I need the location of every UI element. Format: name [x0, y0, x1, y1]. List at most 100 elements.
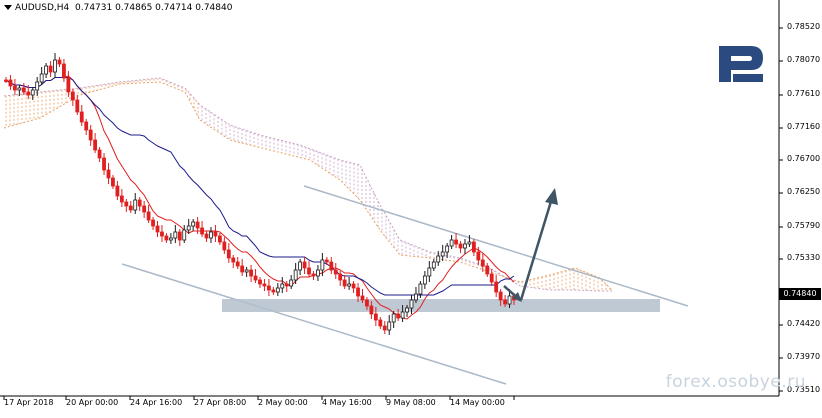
candle-body [17, 87, 22, 91]
candle-body [391, 313, 396, 323]
candle-body [431, 261, 436, 269]
candle-body [507, 295, 512, 305]
candle-body [213, 231, 218, 237]
candle-body [13, 85, 17, 91]
candle-body [124, 201, 129, 207]
candle-body [57, 59, 62, 65]
candle-body [70, 91, 75, 101]
candle-body [369, 305, 374, 315]
candle-body [275, 287, 280, 293]
candle-body [480, 259, 485, 267]
kijun-sen-line [5, 77, 515, 296]
price-label: 0.74420 [787, 319, 821, 328]
candle-body [173, 231, 178, 239]
candle-body [382, 325, 387, 331]
time-label: 4 May 16:00 [322, 398, 372, 407]
candle-body [48, 65, 53, 73]
candle-body [160, 231, 164, 237]
candle-body [8, 79, 13, 87]
candle-body [387, 321, 392, 331]
candle-body [422, 275, 427, 285]
candle-body [240, 265, 245, 273]
candle-body [39, 73, 44, 83]
candle-body [485, 265, 490, 275]
candle-body [360, 295, 365, 301]
candle-body [142, 205, 147, 213]
candle-body [44, 65, 49, 75]
candle-body [111, 177, 115, 187]
candle-body [35, 81, 40, 91]
candle-body [26, 91, 31, 96]
price-label: 0.77610 [787, 89, 821, 98]
candle-body [414, 293, 418, 301]
price-label: 0.75790 [787, 221, 821, 230]
senkou-span-b [3, 77, 612, 292]
symbol-header[interactable]: AUDUSD,H4 0.74731 0.74865 0.74714 0.7484… [4, 3, 232, 13]
candle-body [168, 237, 173, 241]
candle-body [137, 199, 142, 207]
candle-body [405, 307, 409, 313]
channel-upper-line [303, 185, 689, 307]
candle-body [235, 261, 240, 267]
candle-body [30, 89, 35, 96]
time-label: 24 Apr 16:00 [130, 398, 183, 407]
price-label: 0.76250 [787, 187, 821, 196]
candle-body [128, 205, 133, 211]
support-zone [222, 299, 660, 312]
price-label: 0.73970 [787, 352, 821, 361]
time-label: 14 May 00:00 [450, 398, 505, 407]
candle-body [262, 283, 267, 287]
price-label: 0.77160 [787, 122, 821, 131]
candle-body [115, 185, 120, 197]
candle-body [191, 221, 196, 227]
arrow-head-icon [545, 188, 558, 205]
candle-body [316, 269, 320, 277]
candle-body [311, 273, 316, 277]
candle-body [298, 261, 303, 271]
candle-body [155, 225, 160, 233]
candle-body [378, 319, 383, 327]
candle-body [427, 267, 432, 277]
price-label: 0.76700 [787, 154, 821, 163]
candle-body [204, 233, 209, 239]
candle-body [146, 211, 151, 221]
candle-body [400, 311, 405, 319]
candle-body [244, 269, 249, 273]
candle-body [324, 259, 329, 263]
candle-body [436, 255, 441, 263]
candle-body [182, 229, 187, 241]
candle-body [151, 219, 155, 227]
time-label: 17 Apr 2018 [4, 398, 54, 407]
candle-body [302, 261, 307, 269]
candle-body [351, 283, 356, 289]
roboforex-logo [717, 44, 765, 84]
candle-body [226, 249, 231, 259]
candle-body [53, 59, 57, 73]
candle-body [494, 281, 499, 293]
candle-body [97, 149, 102, 159]
candle-body [320, 259, 325, 271]
time-label: 9 May 08:00 [386, 398, 436, 407]
candle-body [440, 251, 445, 257]
candle-body [79, 111, 84, 123]
candle-body [84, 121, 89, 131]
price-label: 0.78070 [787, 55, 821, 64]
triangle-down-icon[interactable] [4, 5, 12, 10]
candle-body [307, 267, 311, 275]
senkou-span-a [3, 81, 613, 291]
price-label: 0.75330 [787, 253, 821, 262]
candle-body [21, 87, 26, 93]
candle-body [365, 299, 369, 307]
candle-body [449, 239, 454, 247]
candle-body [356, 287, 360, 297]
candle-body [418, 283, 423, 295]
forecast-up-segment [519, 197, 554, 301]
candle-body [231, 257, 236, 263]
candle-body [66, 77, 71, 93]
candle-body [373, 313, 378, 321]
candle-body [249, 269, 253, 277]
candle-body [88, 129, 93, 141]
candle-body [409, 299, 414, 309]
